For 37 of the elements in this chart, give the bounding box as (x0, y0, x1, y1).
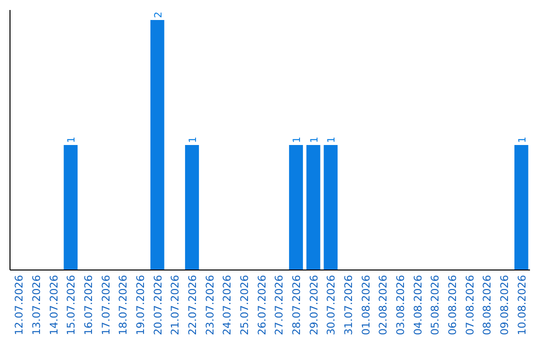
x-tick-label: 16.07.2026 (83, 274, 95, 336)
x-tick-label: 12.07.2026 (14, 274, 26, 336)
data-label: 2 (153, 12, 164, 18)
x-tick-label: 25.07.2026 (239, 274, 251, 336)
x-tick-label: 27.07.2026 (274, 274, 286, 336)
x-tick-label: 06.08.2026 (447, 274, 459, 336)
x-tick-label: 24.07.2026 (222, 274, 234, 336)
x-tick-label: 17.07.2026 (100, 274, 112, 336)
x-tick-label: 09.08.2026 (499, 274, 511, 336)
x-tick-label: 13.07.2026 (31, 274, 43, 336)
x-tick-label: 28.07.2026 (291, 274, 303, 336)
x-tick-label: 10.08.2026 (516, 274, 528, 336)
x-tick-label: 18.07.2026 (118, 274, 130, 336)
data-label: 1 (326, 136, 338, 143)
x-tick-label: 14.07.2026 (48, 274, 60, 336)
x-tick-label: 21.07.2026 (170, 274, 182, 336)
data-label: 1 (66, 136, 78, 143)
x-tick-label: 31.07.2026 (343, 274, 355, 336)
data-label: 1 (517, 136, 528, 143)
x-tick-label: 29.07.2026 (308, 274, 320, 336)
data-label: 1 (188, 136, 199, 143)
x-tick-label: 22.07.2026 (187, 274, 199, 336)
x-tick-label: 08.08.2026 (482, 274, 494, 336)
x-tick-label: 03.08.2026 (395, 274, 407, 336)
x-tick-label: 15.07.2026 (66, 274, 78, 336)
x-tick-label: 26.07.2026 (256, 274, 268, 336)
x-tick-label: 07.08.2026 (464, 274, 476, 336)
x-tick-label: 01.08.2026 (360, 274, 372, 336)
x-tick-label: 05.08.2026 (430, 274, 442, 336)
x-tick-label: 30.07.2026 (326, 274, 338, 336)
x-tick-label: 02.08.2026 (378, 274, 390, 336)
x-tick-label: 19.07.2026 (135, 274, 147, 336)
data-label: 1 (292, 136, 303, 143)
x-tick-label: 04.08.2026 (412, 274, 424, 336)
x-tick-label: 20.07.2026 (152, 274, 164, 336)
x-tick-label: 23.07.2026 (204, 274, 216, 336)
data-label: 1 (309, 136, 320, 143)
